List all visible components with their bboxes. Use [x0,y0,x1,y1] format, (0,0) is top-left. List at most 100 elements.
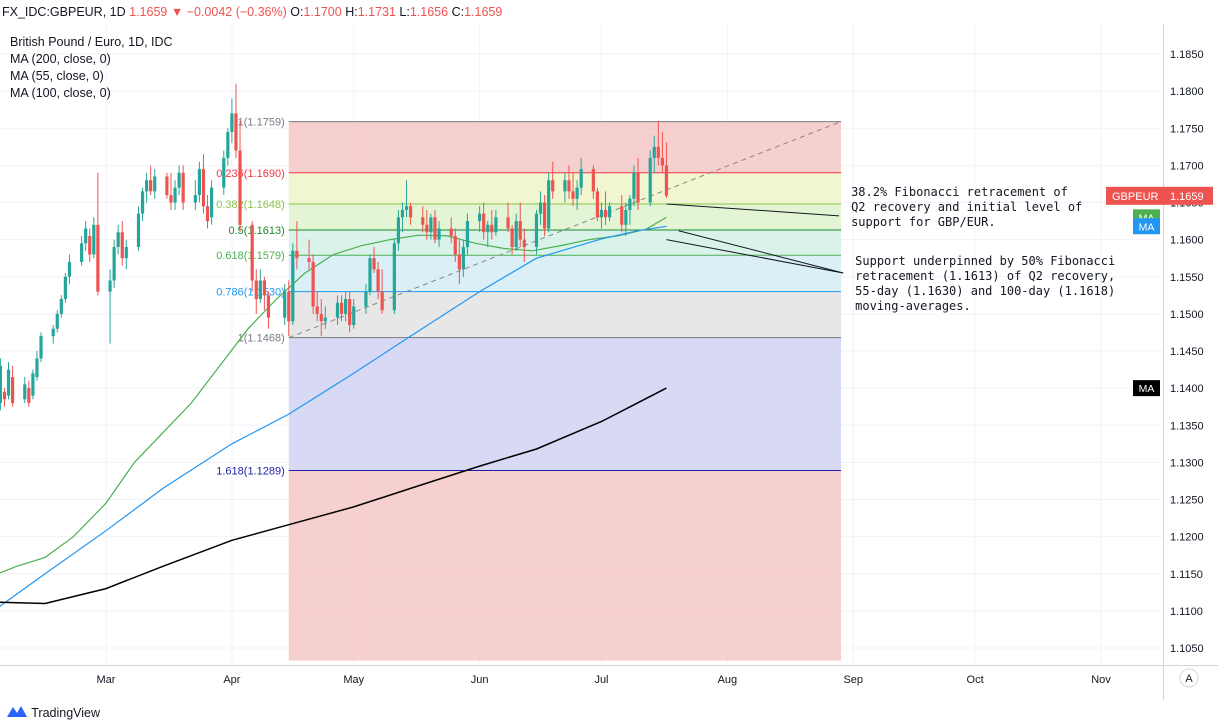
price-tick-label: 1.1550 [1170,272,1204,284]
candle-body [209,187,214,218]
candle-body [59,299,63,314]
ma55-line [0,216,667,574]
candle [140,187,145,222]
candle-body [624,209,628,225]
candle [465,213,470,255]
candle [518,202,522,248]
candle-body [323,317,327,322]
last-price-tag-value: 1.1659 [1170,191,1204,203]
fib-level-label: 1.618(1.1289) [216,466,285,478]
last-price-tag-symbol: GBPEUR [1112,191,1159,203]
legend-ma100[interactable]: MA (100, close, 0) [10,86,111,100]
candle-body [266,295,271,318]
tradingview-brand[interactable]: TradingView [31,706,101,720]
candle-body [595,191,600,218]
candle-body [169,195,173,203]
moving-averages [0,216,667,607]
candle-body [368,258,372,292]
candle-body [6,369,11,396]
callout-pointer [678,230,844,274]
candle-body [620,206,624,225]
candle [307,239,311,270]
candle-body [165,176,169,196]
candle [234,83,238,158]
candle-body [506,217,510,229]
legend-title[interactable]: British Pound / Euro, 1D, IDC [10,35,173,49]
price-change: −0.0042 (−0.36%) [186,5,287,19]
candle-body [283,291,287,318]
candle [181,165,185,210]
price-chart[interactable]: 1(1.1759) 0.236(1.1690) 0.382(1.1648) 0.5(1… [0,24,1218,700]
fib-level-label: 0.618(1.1579) [216,250,285,262]
time-tick-label: Mar [97,674,116,686]
candle [238,120,242,233]
candle-body [262,280,266,296]
ma-price-tag-label: MA [1139,221,1155,233]
annotation-text[interactable]: retracement (1.1613) of Q2 recovery, [855,269,1115,283]
candle [372,247,376,274]
price-tick-label: 1.1850 [1170,49,1204,61]
candle-body [494,217,498,233]
candle [59,295,63,318]
candle-body [2,391,7,400]
candle-body [486,224,490,233]
annotation-text[interactable]: Q2 recovery and initial level of [851,200,1082,214]
candle-body [201,169,206,207]
candle-body [149,180,153,192]
candle [352,299,356,329]
fib-level-label: 1(1.1759) [238,117,285,129]
annotation-text[interactable]: 38.2% Fibonacci retracement of [851,185,1068,199]
candle [437,221,441,248]
candle [595,187,600,222]
fib-zone [288,121,842,173]
candle [323,306,327,329]
legend-ma55[interactable]: MA (55, close, 0) [10,69,104,83]
time-tick-label: Oct [967,674,984,686]
candlesticks [0,83,669,411]
candle [80,235,84,266]
ma100-line [0,225,667,607]
price-tick-label: 1.1750 [1170,123,1204,135]
candle [506,202,510,233]
annotation-text[interactable]: 55-day (1.1630) and 100-day (1.1618) [855,284,1115,298]
candle-body [522,239,526,248]
annotation-text[interactable]: moving-averages. [855,299,971,313]
candle [222,150,226,196]
chart-legend: British Pound / Euro, 1D, IDC MA (200, c… [10,35,173,100]
last-price-tag [1106,186,1213,205]
candle [400,202,405,233]
legend-ma200[interactable]: MA (200, close, 0) [10,52,111,66]
candle-body [591,169,595,192]
price-tick-label: 1.1450 [1170,346,1204,358]
candle [287,280,291,337]
annotation-text[interactable]: support for GBP/EUR. [851,215,996,229]
candle [482,202,486,240]
candle-body [335,302,340,318]
symbol-name[interactable]: FX_IDC:GBPEUR, 1D [2,5,126,19]
candle [6,362,11,400]
candle-body [339,302,344,314]
candle [201,154,206,214]
candle [254,269,258,314]
candle [628,195,632,225]
candle [571,172,575,207]
tradingview-logo-icon[interactable] [6,701,28,727]
candle [173,180,177,210]
candle-body [465,221,470,248]
candle-body [230,113,234,132]
time-axis[interactable]: Mar Apr May Jun Jul Aug Sep Oct Nov [97,674,1112,686]
candle [266,291,271,329]
candle-body [400,209,405,218]
candle-body [437,228,441,240]
candle [599,202,604,229]
auto-scale-button[interactable]: A [1179,668,1199,688]
candle-body [140,191,145,214]
price-axis[interactable]: 1.18501.18001.17501.17001.16501.16001.15… [1170,49,1204,655]
price-tick-label: 1.1500 [1170,309,1204,321]
candle-body [603,209,608,218]
candle [510,224,514,255]
candle-body [96,224,100,292]
fibonacci-retracement[interactable]: 1(1.1759) 0.236(1.1690) 0.382(1.1648) 0.5(1… [216,117,842,661]
annotation-text[interactable]: Support underpinned by 50% Fibonacci [855,254,1115,268]
